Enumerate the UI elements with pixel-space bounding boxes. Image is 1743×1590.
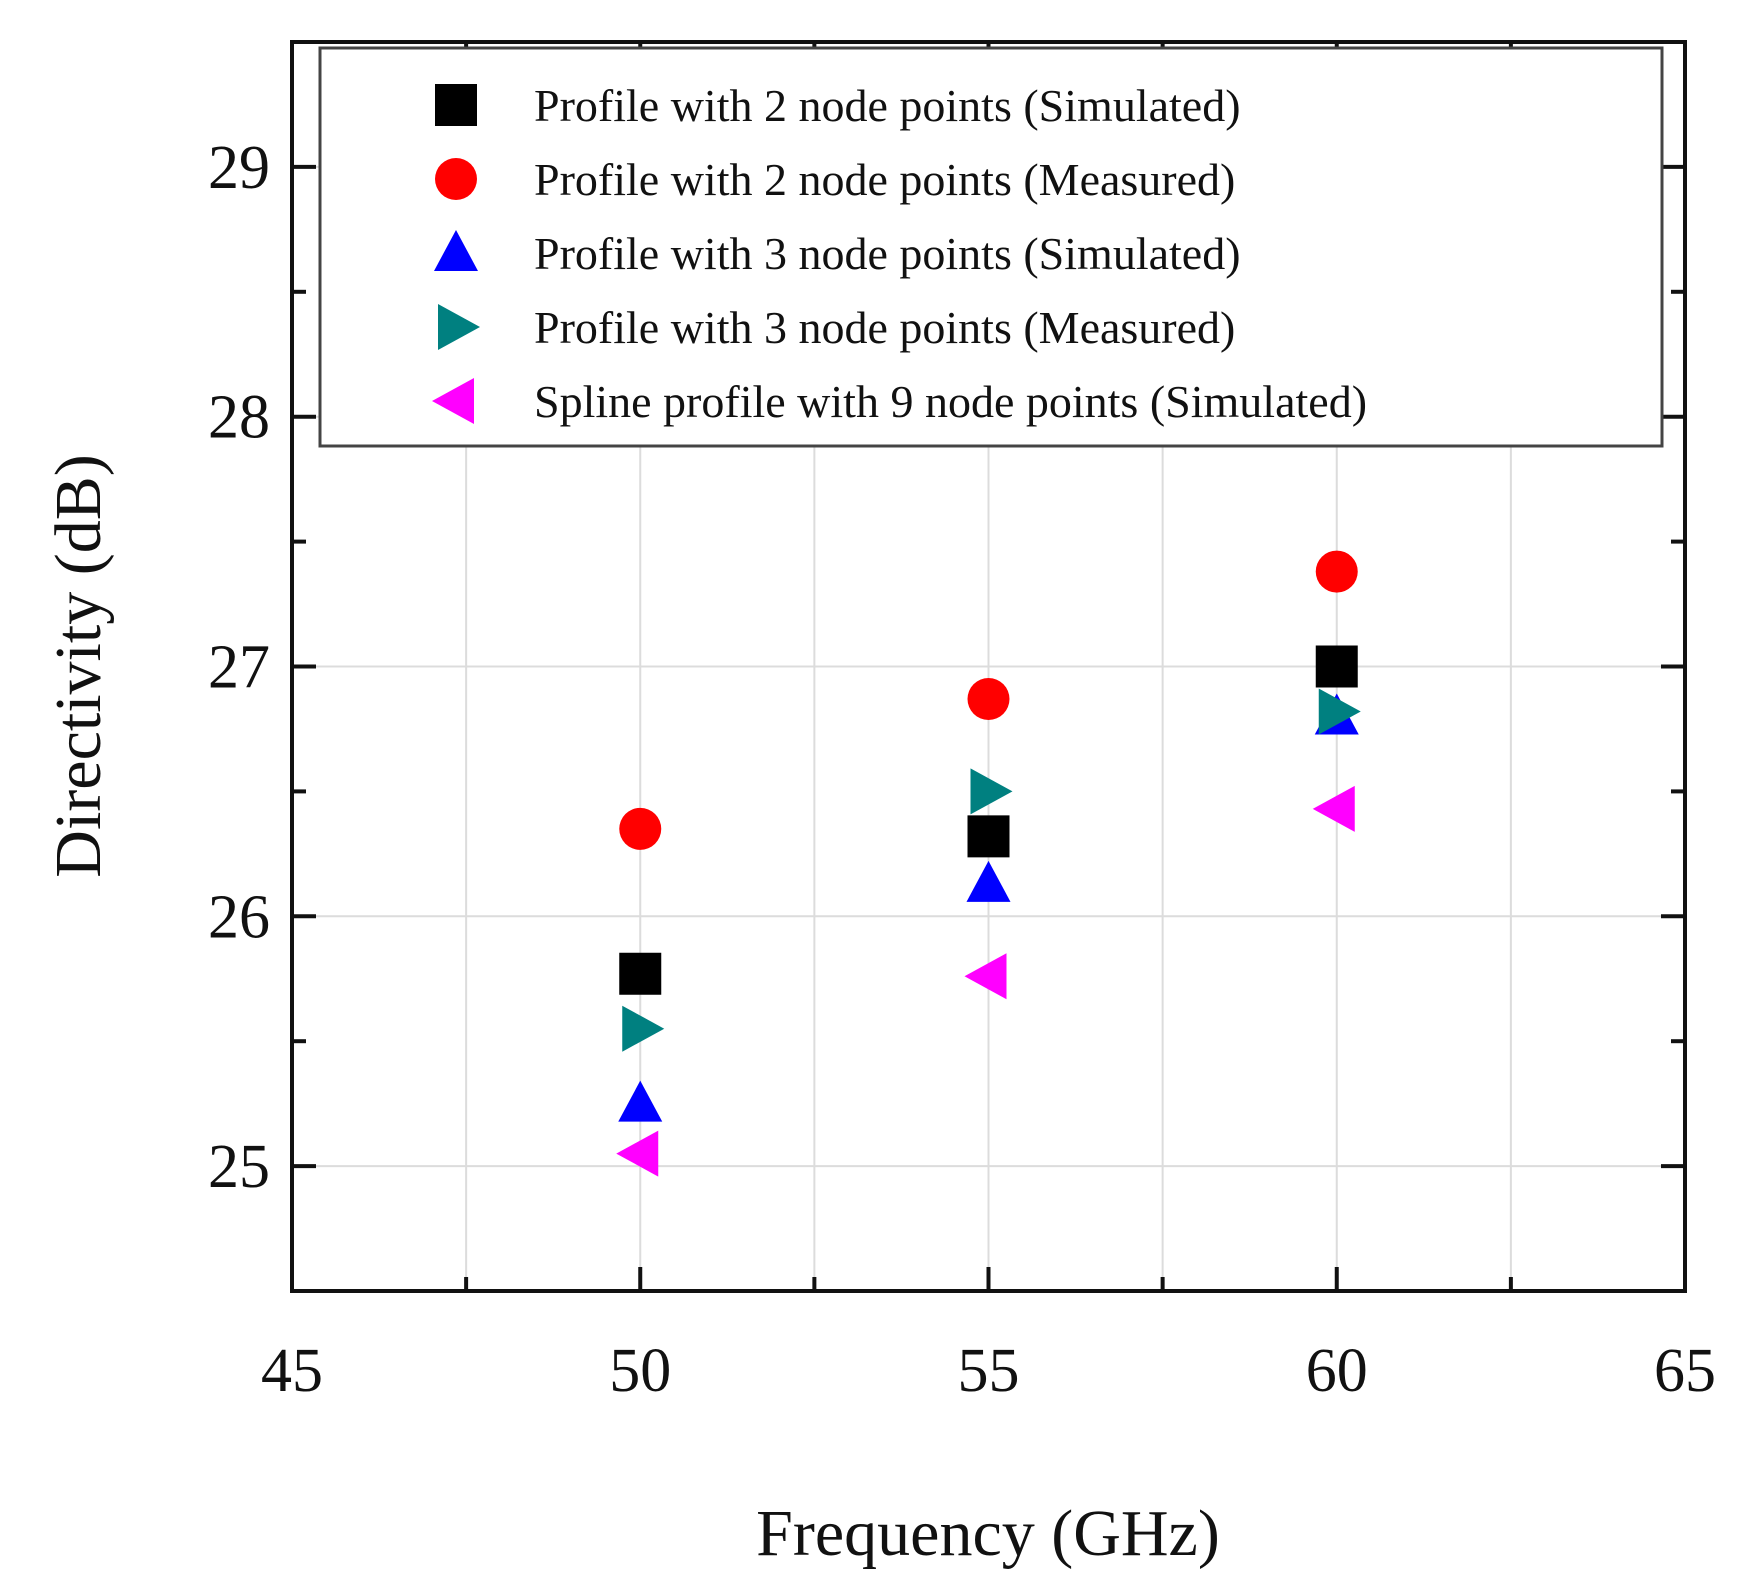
x-axis-label: Frequency (GHz)	[756, 1497, 1220, 1570]
x-tick-label: 55	[958, 1337, 1020, 1405]
y-tick-label: 25	[208, 1133, 270, 1201]
x-tick-label: 45	[261, 1337, 323, 1405]
data-point-series-5	[964, 953, 1007, 1000]
legend-marker-2	[435, 158, 477, 200]
data-point-series-4	[622, 1005, 665, 1052]
data-point-series-2	[967, 677, 1010, 720]
legend-label-2: Profile with 2 node points (Measured)	[534, 154, 1235, 205]
legend-box	[318, 46, 1664, 448]
legend: Profile with 2 node points (Simulated) Pr…	[318, 46, 1664, 448]
data-point-series-1	[967, 815, 1010, 858]
data-point-series-1	[619, 952, 662, 995]
data-point-series-1	[1315, 645, 1358, 688]
y-tick-label: 29	[208, 134, 270, 202]
y-axis-label: Directivity (dB)	[42, 454, 115, 877]
x-tick-label: 60	[1306, 1337, 1368, 1405]
x-tick-label: 65	[1654, 1337, 1716, 1405]
data-point-series-4	[1318, 688, 1361, 735]
data-marks	[616, 550, 1361, 1177]
legend-marker-1	[435, 84, 477, 126]
legend-label-4: Profile with 3 node points (Measured)	[534, 302, 1235, 353]
x-tick-label: 50	[609, 1337, 671, 1405]
legend-label-1: Profile with 2 node points (Simulated)	[534, 80, 1241, 131]
y-tick-label: 28	[208, 384, 270, 452]
legend-label-5: Spline profile with 9 node points (Simul…	[534, 376, 1367, 427]
legend-marker-3	[434, 230, 478, 271]
legend-marker-4	[438, 304, 480, 350]
data-point-series-5	[616, 1130, 659, 1177]
data-point-series-3	[618, 1080, 663, 1122]
legend-label-3: Profile with 3 node points (Simulated)	[534, 228, 1241, 279]
data-point-series-3	[966, 860, 1011, 902]
legend-marker-5	[432, 378, 474, 424]
y-tick-label: 26	[208, 883, 270, 951]
data-point-series-2	[1315, 550, 1358, 593]
data-point-series-2	[619, 807, 662, 850]
data-point-series-4	[970, 768, 1013, 815]
data-point-series-5	[1312, 785, 1355, 832]
y-tick-label: 27	[208, 634, 270, 702]
